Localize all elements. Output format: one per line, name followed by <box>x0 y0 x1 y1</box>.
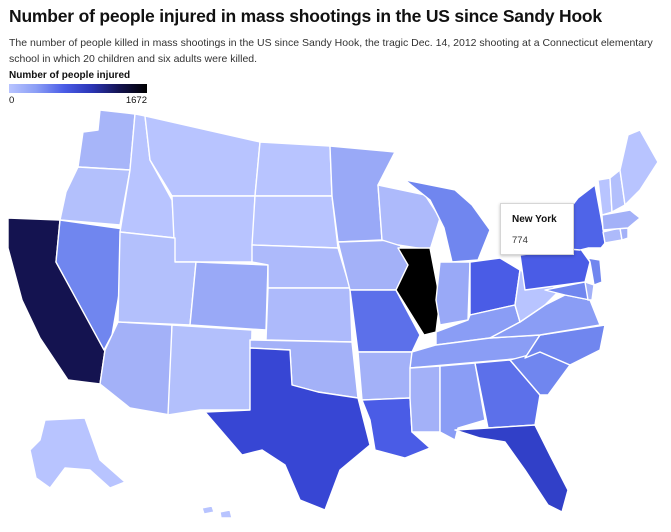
state-wyoming[interactable] <box>171 195 256 263</box>
state-maine[interactable] <box>619 129 659 206</box>
state-colorado[interactable] <box>189 261 269 331</box>
state-hawaii[interactable] <box>201 505 233 519</box>
state-arizona[interactable] <box>99 321 173 416</box>
legend-gradient-bar <box>9 84 147 93</box>
state-south-dakota[interactable] <box>251 195 339 249</box>
state-indiana[interactable] <box>435 261 471 326</box>
state-delaware[interactable] <box>584 281 595 301</box>
state-florida[interactable] <box>454 424 569 513</box>
state-rhode-island[interactable] <box>619 227 629 241</box>
chart-title: Number of people injured in mass shootin… <box>9 6 602 26</box>
chart-subtitle: The number of people killed in mass shoo… <box>9 37 653 65</box>
state-illinois[interactable] <box>395 247 441 336</box>
state-missouri[interactable] <box>349 289 421 353</box>
color-legend: Number of people injured 0 1672 <box>9 70 149 107</box>
state-oregon[interactable] <box>59 166 131 226</box>
state-mississippi[interactable] <box>409 365 441 433</box>
state-massachusetts[interactable] <box>601 209 641 231</box>
state-michigan[interactable] <box>404 179 491 263</box>
state-alaska[interactable] <box>29 417 126 489</box>
state-kansas[interactable] <box>265 287 353 343</box>
state-tooltip: New York 774 <box>500 203 574 255</box>
tooltip-value: 774 <box>512 235 528 246</box>
legend-max-label: 1672 <box>125 95 147 106</box>
state-new-jersey[interactable] <box>587 257 603 286</box>
state-arkansas[interactable] <box>357 351 413 401</box>
state-new-mexico[interactable] <box>167 324 253 416</box>
state-washington[interactable] <box>77 109 136 171</box>
legend-ticks: 0 1672 <box>9 95 149 107</box>
state-north-dakota[interactable] <box>254 141 333 197</box>
state-texas[interactable] <box>204 347 371 511</box>
state-iowa[interactable] <box>337 239 409 291</box>
tooltip-state-name: New York <box>512 214 557 225</box>
legend-min-label: 0 <box>9 95 15 106</box>
legend-title: Number of people injured <box>9 70 131 81</box>
